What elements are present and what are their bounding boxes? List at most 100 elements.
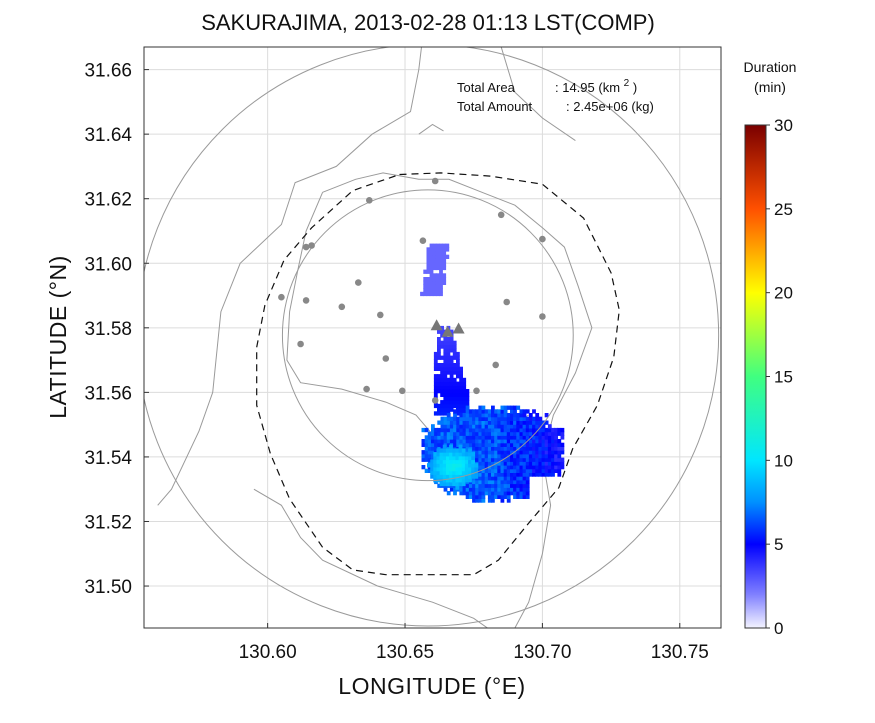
plume-cell — [437, 381, 441, 386]
station-dot — [431, 177, 439, 185]
plume-cell — [465, 392, 470, 397]
plume-cell — [442, 277, 447, 282]
plume-cell — [440, 407, 444, 412]
plume-cell — [442, 466, 447, 472]
plume-cell — [449, 389, 454, 394]
plume-cell — [471, 459, 475, 464]
plume-cell — [497, 446, 502, 451]
plume-cell — [494, 420, 498, 425]
plume-cell — [433, 351, 438, 357]
plume-cell — [452, 400, 457, 405]
plume-cell — [475, 457, 479, 462]
plume-cell — [487, 442, 492, 447]
plume-cell — [491, 409, 495, 414]
plume-cell — [513, 413, 517, 418]
plume-cell — [452, 344, 457, 349]
y-tick-label: 31.50 — [84, 577, 132, 598]
plume-cell — [481, 409, 486, 414]
plume-cell — [472, 483, 476, 488]
plume-cell — [437, 420, 442, 425]
plume-cell — [439, 288, 443, 293]
plume-cell — [551, 431, 555, 436]
plume-cell — [461, 463, 466, 468]
plume-cell — [557, 427, 562, 433]
plume-cell — [427, 442, 432, 447]
plume-cell — [481, 450, 486, 455]
plume-cell — [519, 450, 524, 455]
plume-cell — [525, 409, 530, 414]
plume-cell — [491, 446, 495, 451]
plume-cell — [427, 446, 432, 451]
plume-cell — [478, 450, 483, 455]
plume-cell — [481, 427, 486, 433]
plume-cell — [436, 459, 441, 464]
plume-cell — [429, 273, 434, 278]
plume-cell — [551, 472, 555, 477]
plume-cell — [440, 366, 444, 371]
plume-cell — [560, 461, 565, 466]
plume-cell — [491, 427, 495, 433]
plume-cell — [519, 416, 524, 421]
plume-cell — [424, 446, 429, 451]
plume-cell — [426, 284, 431, 289]
plume-cell — [494, 457, 498, 462]
plume-cell — [538, 453, 543, 459]
plume-cell — [459, 377, 463, 383]
plume-cell — [516, 431, 521, 436]
plume-cell — [433, 392, 438, 397]
y-tick-label: 31.52 — [84, 512, 132, 533]
plume-cell — [449, 329, 454, 334]
plume-cell — [547, 457, 552, 462]
plume-cell — [500, 427, 505, 433]
plume-cell — [442, 448, 447, 453]
plume-cell — [525, 476, 530, 481]
plume-cell — [522, 479, 527, 485]
station-dot — [539, 313, 546, 320]
plume-cell — [506, 442, 511, 447]
plume-cell — [462, 424, 467, 429]
plume-cell — [462, 392, 467, 397]
plume-cell — [442, 459, 447, 464]
plume-cell — [442, 258, 447, 263]
plume-cell — [494, 442, 498, 447]
plume-cell — [462, 381, 467, 386]
plume-cell — [440, 344, 444, 349]
plume-cell — [446, 463, 450, 468]
plume-cell — [449, 363, 454, 368]
plume-cell — [535, 453, 540, 459]
plume-cell — [503, 487, 508, 492]
plume-cell — [468, 474, 472, 479]
plume-cell — [522, 483, 527, 488]
plume-cell — [435, 277, 440, 282]
plume-cell — [449, 374, 454, 379]
plume-cell — [427, 435, 432, 440]
station-dot — [419, 237, 427, 244]
plume-cell — [453, 431, 457, 436]
plume-cell — [516, 427, 521, 433]
range-ring — [144, 47, 720, 627]
plume-cell — [452, 474, 457, 479]
station-dot — [308, 242, 315, 249]
plume-cell — [459, 431, 464, 436]
plume-cell — [464, 463, 469, 468]
plume-cell — [449, 355, 454, 360]
plume-cell — [487, 476, 492, 481]
plume-cell — [446, 424, 451, 429]
plume-cell — [456, 431, 461, 436]
plume-cell — [434, 427, 438, 433]
plume-cell — [500, 409, 505, 414]
plume-cell — [506, 431, 511, 436]
y-tick-label: 31.62 — [84, 190, 132, 211]
plume-cell — [487, 424, 492, 429]
plume-cell — [440, 420, 445, 425]
plume-cell — [449, 407, 454, 412]
plume-cell — [452, 448, 457, 453]
plume-cell — [452, 463, 457, 468]
plume-cell — [435, 258, 440, 263]
plume-cell — [449, 478, 453, 483]
plume-cell — [519, 468, 524, 473]
plume-cell — [475, 498, 479, 503]
plume-cell — [462, 416, 467, 421]
plume-cell — [437, 340, 441, 345]
dashed-boundary — [256, 172, 620, 576]
